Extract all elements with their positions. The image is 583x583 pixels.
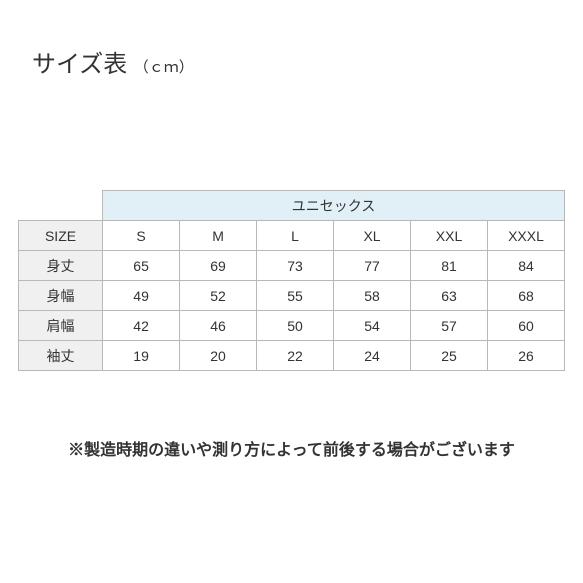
size-col-header: XXXL	[488, 221, 565, 251]
table-cell: 19	[103, 341, 180, 371]
table-corner-empty	[19, 191, 103, 221]
size-col-header: S	[103, 221, 180, 251]
footnote-text: ※製造時期の違いや測り方によって前後する場合がございます	[0, 436, 583, 460]
table-cell: 20	[180, 341, 257, 371]
group-header-unisex: ユニセックス	[103, 191, 565, 221]
size-col-header: M	[180, 221, 257, 251]
table-cell: 50	[257, 311, 334, 341]
table-cell: 52	[180, 281, 257, 311]
table-cell: 55	[257, 281, 334, 311]
table-row: 肩幅 42 46 50 54 57 60	[19, 311, 565, 341]
size-table-wrap: ユニセックス SIZE S M L XL XXL XXXL 身丈 65 69 7…	[18, 190, 565, 371]
size-col-header: L	[257, 221, 334, 251]
table-row-sizes: SIZE S M L XL XXL XXXL	[19, 221, 565, 251]
table-row-group: ユニセックス	[19, 191, 565, 221]
table-cell: 63	[411, 281, 488, 311]
table-cell: 57	[411, 311, 488, 341]
table-cell: 42	[103, 311, 180, 341]
table-cell: 60	[488, 311, 565, 341]
table-cell: 84	[488, 251, 565, 281]
page-title: サイズ表	[32, 51, 127, 78]
table-row: 袖丈 19 20 22 24 25 26	[19, 341, 565, 371]
page-title-unit: （ｃｍ）	[134, 59, 194, 76]
row-label: 袖丈	[19, 341, 103, 371]
table-cell: 49	[103, 281, 180, 311]
table-cell: 58	[334, 281, 411, 311]
table-cell: 65	[103, 251, 180, 281]
table-cell: 54	[334, 311, 411, 341]
size-col-header: XXL	[411, 221, 488, 251]
table-cell: 81	[411, 251, 488, 281]
table-cell: 73	[257, 251, 334, 281]
row-label: 身丈	[19, 251, 103, 281]
title-block: サイズ表 （ｃｍ）	[32, 44, 194, 79]
table-cell: 22	[257, 341, 334, 371]
table-row: 身幅 49 52 55 58 63 68	[19, 281, 565, 311]
row-label: 肩幅	[19, 311, 103, 341]
table-cell: 24	[334, 341, 411, 371]
table-cell: 77	[334, 251, 411, 281]
table-row: 身丈 65 69 73 77 81 84	[19, 251, 565, 281]
size-col-header: XL	[334, 221, 411, 251]
size-table: ユニセックス SIZE S M L XL XXL XXXL 身丈 65 69 7…	[18, 190, 565, 371]
table-cell: 26	[488, 341, 565, 371]
table-cell: 68	[488, 281, 565, 311]
table-cell: 25	[411, 341, 488, 371]
row-label: 身幅	[19, 281, 103, 311]
table-cell: 46	[180, 311, 257, 341]
table-cell: 69	[180, 251, 257, 281]
size-label-cell: SIZE	[19, 221, 103, 251]
